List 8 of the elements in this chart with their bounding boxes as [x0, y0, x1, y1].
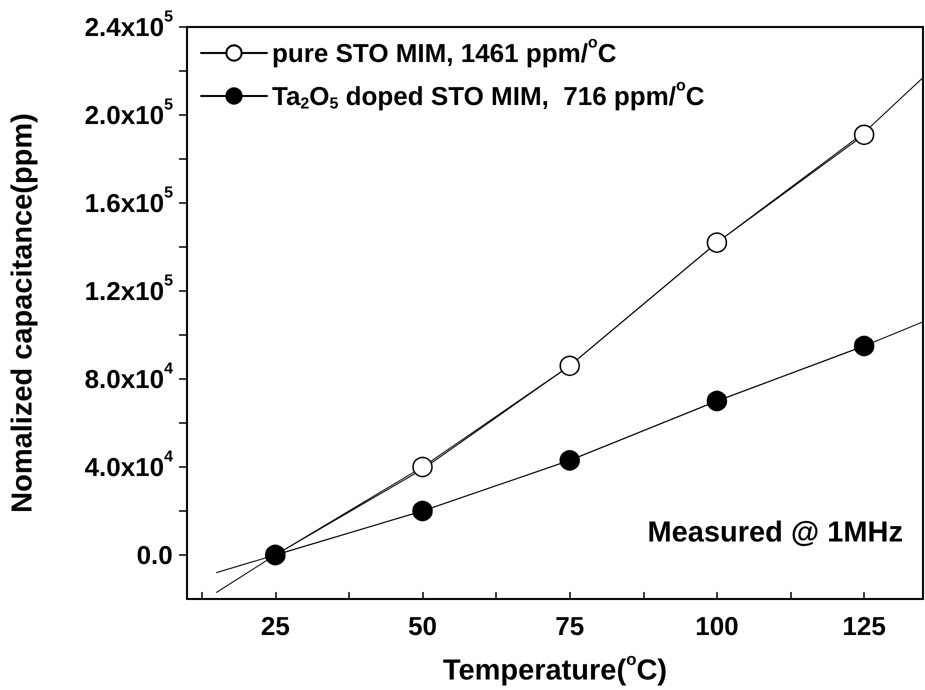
x-tick-label: 25 [260, 611, 290, 641]
x-tick-label: 125 [842, 611, 886, 641]
x-tick-label: 50 [408, 611, 437, 641]
x-tick-label: 100 [695, 611, 739, 641]
y-tick-label: 0.0 [136, 540, 173, 570]
x-tick-label: 75 [555, 611, 584, 641]
y-axis-title: Nomalized capacitance(ppm) [6, 113, 38, 513]
annotation: Measured @ 1MHz [647, 516, 904, 548]
